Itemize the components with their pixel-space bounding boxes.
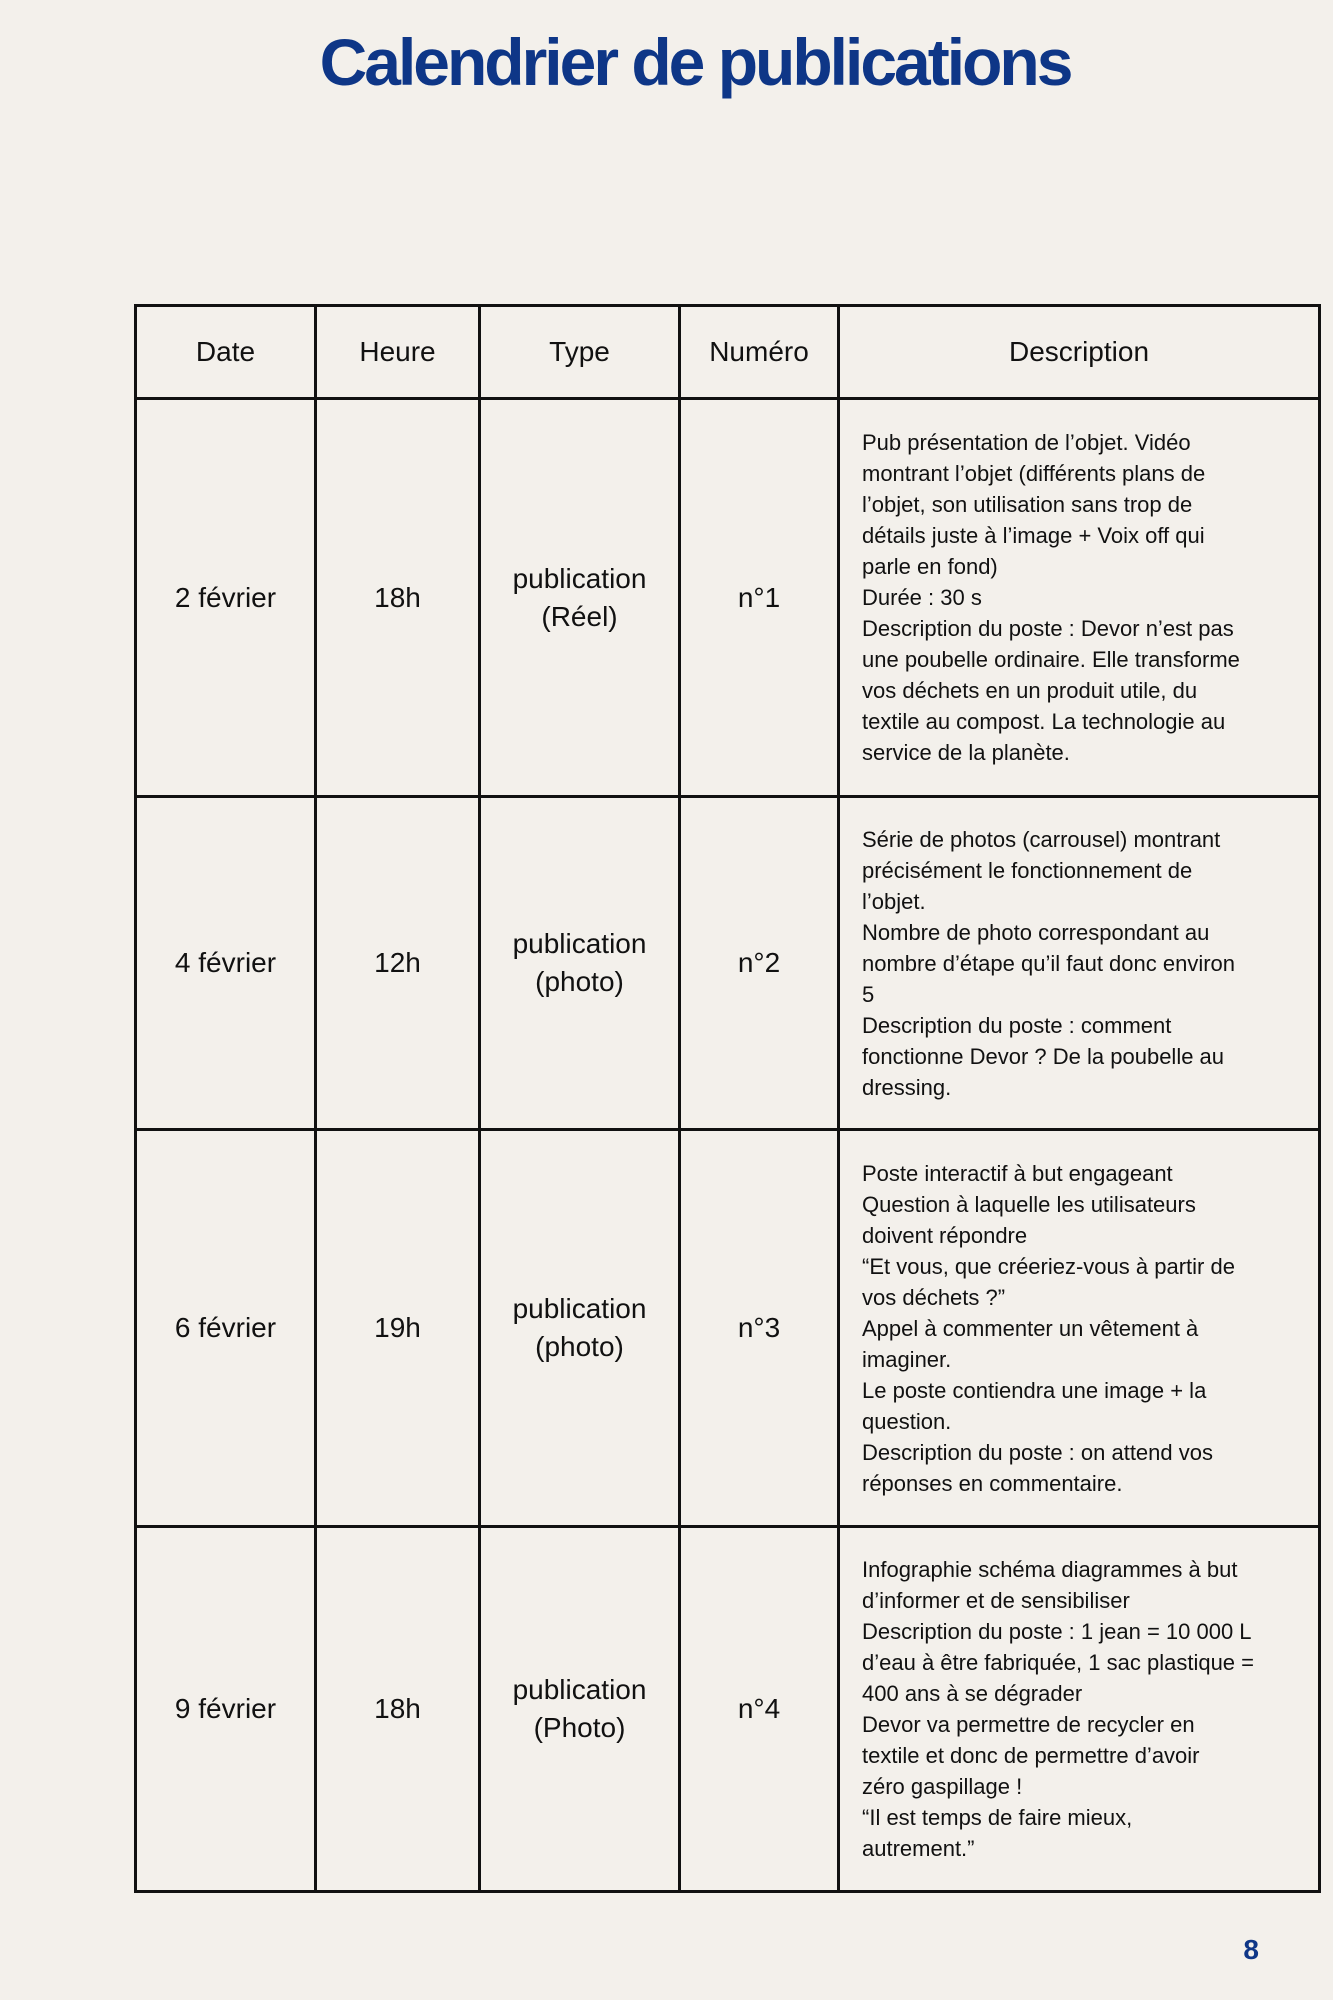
table-row: 6 février 19h publication (photo) n°3 Po… — [134, 1128, 1321, 1528]
type-format: (photo) — [535, 966, 624, 997]
description-line: parle en fond) — [862, 554, 998, 579]
time-cell: 18h — [314, 397, 481, 798]
number-cell: n°1 — [678, 397, 840, 798]
description-line: fonctionne Devor ? De la poubelle au — [862, 1043, 1225, 1069]
description-line: Infographie schéma diagrammes à but — [862, 1557, 1238, 1582]
description-line: nombre d’étape qu’il faut donc environ — [862, 950, 1236, 976]
description-cell: Poste interactif à but engageant Questio… — [837, 1128, 1321, 1528]
description-line: zéro gaspillage ! — [862, 1774, 1023, 1799]
header-date: Date — [134, 304, 317, 400]
description-line: une poubelle ordinaire. Elle transforme — [862, 647, 1240, 672]
header-heure: Heure — [314, 304, 481, 400]
description-line: Appel à commenter un vêtement à — [862, 1315, 1199, 1341]
description-line: service de la planète. — [862, 740, 1070, 765]
number-cell: n°2 — [678, 795, 840, 1131]
description-line: autrement.” — [862, 1836, 975, 1861]
type-label: publication — [512, 928, 647, 959]
description-line: d’eau à être fabriquée, 1 sac plastique … — [862, 1650, 1254, 1675]
description-line: question. — [862, 1408, 952, 1434]
table-row: 2 février 18h publication (Réel) n°1 Pub… — [134, 397, 1321, 798]
description-line: textile et donc de permettre d’avoir — [862, 1743, 1200, 1768]
description-cell: Pub présentation de l’objet. Vidéo montr… — [837, 397, 1321, 798]
description-line: l’objet, son utilisation sans trop de — [862, 492, 1193, 517]
type-label: publication — [512, 1674, 647, 1705]
page-title: Calendrier de publications — [319, 25, 1074, 99]
description-line: “Il est temps de faire mieux, — [862, 1805, 1133, 1830]
date-cell: 6 février — [134, 1128, 317, 1528]
description-line: Poste interactif à but engageant — [862, 1160, 1173, 1186]
description-line: Devor va permettre de recycler en — [862, 1712, 1195, 1737]
description-line: vos déchets en un produit utile, du — [862, 678, 1198, 703]
type-cell: publication (photo) — [478, 795, 681, 1131]
number-cell: n°4 — [678, 1525, 840, 1893]
description-line: d’informer et de sensibiliser — [862, 1588, 1130, 1613]
type-cell: publication (Photo) — [478, 1525, 681, 1893]
description-line: Pub présentation de l’objet. Vidéo — [862, 430, 1191, 455]
date-cell: 9 février — [134, 1525, 317, 1893]
description-line: Question à laquelle les utilisateurs — [862, 1191, 1196, 1217]
description-line: Le poste contiendra une image + la — [862, 1377, 1207, 1403]
description-line: Série de photos (carrousel) montrant — [862, 826, 1221, 852]
description-line: Description du poste : comment — [862, 1012, 1172, 1038]
description-line: 5 — [862, 981, 875, 1007]
description-line: Nombre de photo correspondant au — [862, 919, 1210, 945]
description-line: l’objet. — [862, 888, 926, 914]
description-line: doivent répondre — [862, 1222, 1028, 1248]
page-number: 8 — [1243, 1934, 1259, 1965]
time-cell: 19h — [314, 1128, 481, 1528]
description-line: précisément le fonctionnement de — [862, 857, 1193, 883]
date-cell: 4 février — [134, 795, 317, 1131]
description-cell: Série de photos (carrousel) montrant pré… — [837, 795, 1321, 1131]
type-cell: publication (Réel) — [478, 397, 681, 798]
table-row: 9 février 18h publication (Photo) n°4 In… — [134, 1525, 1321, 1893]
type-format: (Photo) — [533, 1712, 626, 1743]
description-line: Description du poste : Devor n’est pas — [862, 616, 1234, 641]
type-cell: publication (photo) — [478, 1128, 681, 1528]
table-header-row: Date Heure Type Numéro Description — [134, 304, 1321, 400]
description-line: 400 ans à se dégrader — [862, 1681, 1083, 1706]
description-line: montrant l’objet (différents plans de — [862, 461, 1206, 486]
header-type: Type — [478, 304, 681, 400]
description-line: Description du poste : 1 jean = 10 000 L — [862, 1619, 1252, 1644]
type-label: publication — [512, 562, 647, 594]
description-line: détails juste à l’image + Voix off qui — [862, 523, 1205, 548]
table-row: 4 février 12h publication (photo) n°2 Sé… — [134, 795, 1321, 1131]
time-cell: 18h — [314, 1525, 481, 1893]
description-line: textile au compost. La technologie au — [862, 709, 1226, 734]
description-line: “Et vous, que créeriez-vous à partir de — [862, 1253, 1235, 1279]
type-label: publication — [512, 1293, 647, 1324]
description-line: Durée : 30 s — [862, 585, 982, 610]
time-cell: 12h — [314, 795, 481, 1131]
description-line: imaginer. — [862, 1346, 952, 1372]
description-cell: Infographie schéma diagrammes à but d’in… — [837, 1525, 1321, 1893]
description-line: Description du poste : on attend vos — [862, 1439, 1213, 1465]
description-line: dressing. — [862, 1074, 952, 1100]
type-format: (Réel) — [541, 600, 618, 632]
publication-calendar-table: Date Heure Type Numéro Description 2 fév… — [134, 304, 1321, 1893]
type-format: (photo) — [535, 1331, 624, 1362]
header-numero: Numéro — [678, 304, 840, 400]
description-line: réponses en commentaire. — [862, 1470, 1123, 1496]
description-line: vos déchets ?” — [862, 1284, 1006, 1310]
date-cell: 2 février — [134, 397, 317, 798]
number-cell: n°3 — [678, 1128, 840, 1528]
header-description: Description — [837, 304, 1321, 400]
